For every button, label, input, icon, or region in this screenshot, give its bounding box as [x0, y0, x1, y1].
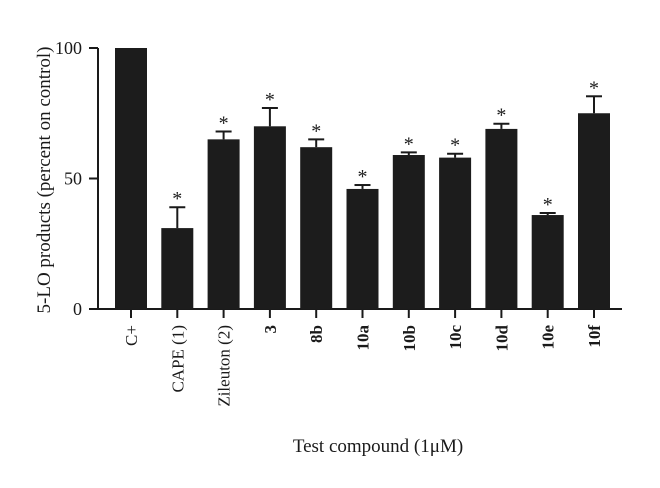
significance-star: * — [496, 105, 506, 127]
y-tick-label: 100 — [55, 38, 82, 58]
x-tick-label: 10e — [539, 325, 558, 350]
x-tick-label: 3 — [261, 325, 280, 334]
x-tick-label: 10d — [492, 324, 511, 351]
bar-zileuton-2 — [207, 139, 240, 309]
x-tick-labels: C+ CAPE (1) Zileuton (2) 3 8b 10a 10b 10c 10d 10e… — [122, 324, 604, 406]
x-tick-label: 10c — [446, 325, 465, 350]
bars — [115, 48, 610, 309]
bar-10c — [439, 157, 472, 309]
bar-10a — [346, 188, 379, 309]
bar-10b — [392, 155, 425, 309]
x-tick-label: Zileuton (2) — [215, 325, 234, 407]
y-tick-label: 50 — [64, 169, 82, 189]
bar-c — [115, 48, 147, 309]
bar-10d — [485, 128, 518, 309]
significance-star: * — [219, 113, 229, 135]
x-axis-label: Test compound (1μM) — [293, 436, 463, 457]
bar-cape-1 — [161, 228, 194, 309]
error-bars — [169, 95, 602, 229]
significance-star: * — [265, 89, 275, 111]
y-tick-label: 0 — [73, 299, 82, 319]
x-tick-label: CAPE (1) — [168, 325, 187, 393]
y-axis-label: 5-LO products (percent on control) — [34, 47, 55, 314]
significance-star: * — [450, 135, 460, 157]
x-tick-label: 10b — [400, 325, 419, 351]
bar-8b — [300, 147, 333, 309]
x-tick-label: 10a — [354, 325, 373, 351]
bar-3 — [253, 126, 286, 309]
significance-star: * — [311, 120, 321, 142]
x-tick-label: C+ — [122, 325, 141, 346]
x-tick-label: 8b — [307, 325, 326, 343]
significance-markers: * * * * * * * * * * — [172, 77, 599, 216]
bar-10f — [578, 113, 610, 309]
significance-star: * — [543, 194, 553, 216]
significance-star: * — [404, 133, 414, 155]
significance-star: * — [358, 166, 368, 188]
x-tick-label: 10f — [585, 325, 604, 348]
significance-star: * — [172, 188, 182, 210]
significance-star: * — [589, 77, 599, 99]
y-tick-labels: 0 50 100 — [55, 38, 82, 319]
bar-10e — [531, 215, 564, 309]
